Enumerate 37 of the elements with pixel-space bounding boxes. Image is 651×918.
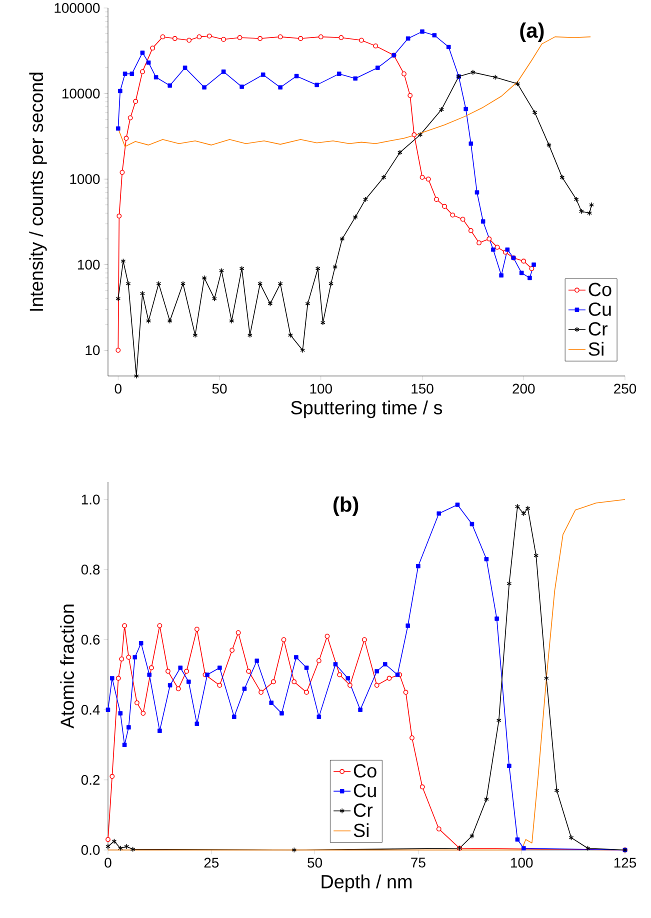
x-axis-title: Sputtering time / s [291, 400, 442, 418]
legend-label: Cu [354, 784, 376, 798]
x-tick-label: 50 [308, 858, 322, 868]
annotation: (a) [520, 22, 544, 42]
y-tick-label: 100 [78, 260, 100, 270]
y-axis-title: Intensity / counts per second [29, 72, 47, 311]
y-tick-label: 1000 [70, 174, 100, 184]
y-tick-label: 0.2 [81, 774, 100, 785]
x-tick-label: 200 [512, 384, 535, 394]
y-tick-label: 10000 [62, 88, 100, 98]
x-tick-label: 100 [310, 384, 332, 394]
y-axis-title: Atomic fraction [60, 604, 74, 729]
x-tick-label: 25 [204, 858, 219, 868]
x-tick-label: 0 [114, 384, 122, 394]
annotation: (b) [334, 496, 358, 516]
x-tick-label: 0 [104, 858, 112, 868]
legend-label: Cr [588, 322, 608, 336]
x-tick-label: 50 [212, 384, 227, 394]
y-tick-label: 0.8 [81, 564, 100, 575]
legend-label: Cr [354, 804, 373, 817]
legend-label: Cu [588, 302, 611, 316]
legend-label: Si [588, 342, 604, 356]
legend-label: Co [354, 764, 376, 778]
y-tick-label: 0.0 [81, 845, 100, 855]
x-tick-label: 100 [511, 858, 533, 868]
y-tick-label: 10 [86, 345, 100, 356]
y-tick-label: 1.0 [82, 494, 100, 504]
legend-label: Co [588, 282, 612, 296]
x-tick-label: 125 [614, 858, 636, 868]
legend-label: Si [354, 823, 369, 838]
y-tick-label: 0.4 [81, 704, 100, 715]
x-axis-title: Depth / nm [322, 874, 412, 892]
x-tick-label: 250 [614, 384, 636, 394]
y-tick-label: 0.6 [81, 634, 100, 645]
x-tick-label: 150 [412, 384, 434, 394]
y-tick-label: 100000 [54, 3, 100, 13]
x-tick-label: 75 [411, 858, 426, 868]
